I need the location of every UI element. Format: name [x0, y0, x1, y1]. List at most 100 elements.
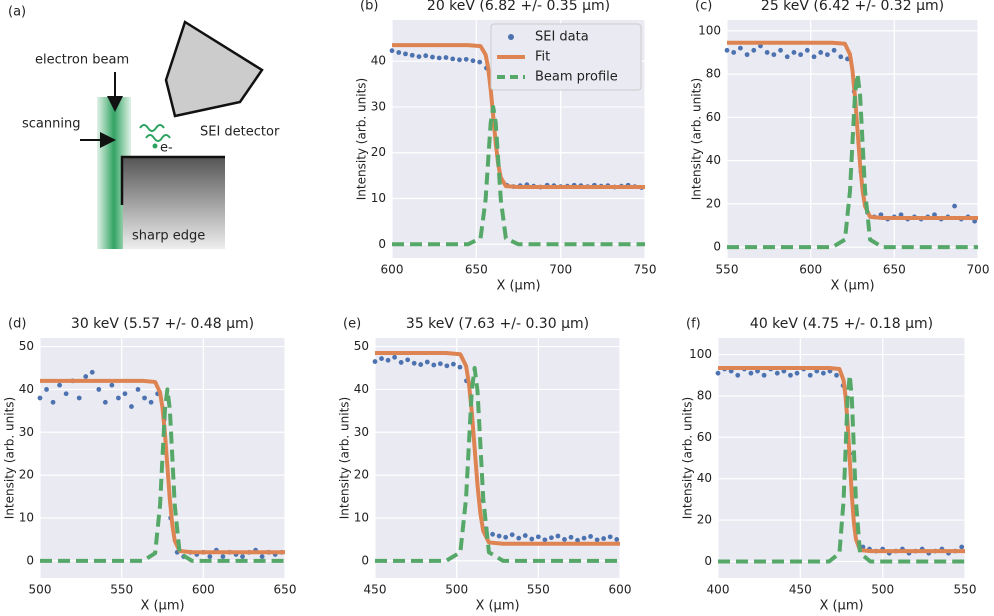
data-point: [784, 54, 790, 60]
data-point: [89, 369, 95, 375]
legend-label: SEI data: [535, 30, 589, 45]
data-point: [57, 382, 62, 388]
data-point: [463, 56, 469, 62]
data-point: [220, 554, 226, 559]
y-tick-label: 20: [697, 513, 712, 527]
x-tick-label: 750: [634, 263, 657, 277]
electrons: [139, 124, 171, 142]
data-point: [737, 45, 743, 51]
data-point: [516, 535, 522, 541]
chart: 600 650 700 750 0 10 20 30 40 (b) 20 keV (6.82 +/-…: [355, 0, 657, 294]
data-point: [744, 52, 750, 58]
x-tick-label: 500: [871, 583, 894, 597]
x-tick-label: 500: [445, 583, 468, 597]
data-point: [555, 533, 561, 539]
data-point: [259, 554, 265, 559]
data-point: [477, 59, 483, 65]
data-point: [764, 50, 770, 55]
y-tick-label: 0: [704, 554, 712, 568]
data-point: [96, 387, 102, 392]
data-point: [430, 54, 435, 60]
plot-area: [40, 338, 285, 578]
legend-label: Fit: [535, 50, 550, 65]
data-point: [818, 50, 824, 55]
data-point: [496, 533, 502, 539]
data-point: [470, 58, 476, 64]
data-point: [436, 55, 442, 61]
data-point: [825, 52, 830, 58]
x-axis-label: X (µm): [819, 599, 863, 614]
data-point: [614, 537, 620, 542]
data-point: [761, 372, 767, 378]
fit-line: [727, 40, 978, 220]
x-tick-label: 650: [274, 583, 297, 597]
data-point: [771, 52, 777, 58]
data-point: [535, 534, 541, 540]
x-tick-label: 700: [967, 263, 990, 277]
data-point: [424, 359, 430, 365]
y-tick-label: 20: [354, 468, 369, 482]
data-point: [148, 399, 154, 405]
data-point: [798, 52, 804, 58]
data-point: [405, 357, 411, 363]
x-tick-label: 550: [716, 263, 739, 277]
data-point: [522, 533, 528, 538]
data-point: [820, 370, 826, 376]
data-point: [594, 537, 600, 543]
data-point: [791, 50, 797, 55]
data-point: [83, 374, 89, 379]
detector: [164, 20, 264, 118]
data-point: [735, 372, 741, 378]
data-point: [490, 531, 495, 537]
legend-box: [490, 23, 642, 91]
y-tick-label: 0: [378, 237, 386, 251]
y-tick-label: 30: [354, 425, 369, 439]
data-point: [549, 535, 554, 541]
x-tick-label: 700: [549, 263, 572, 277]
x-tick-label: 550: [527, 583, 550, 597]
y-tick-label: 0: [26, 553, 34, 567]
data-point: [44, 387, 49, 392]
data-point: [794, 370, 800, 376]
label: sharp edge: [132, 229, 205, 244]
label: scanning: [22, 117, 80, 132]
fit-line: [392, 43, 645, 190]
profile-line: [40, 387, 285, 563]
data-point: [562, 537, 567, 542]
y-tick-label: 0: [361, 553, 369, 567]
data-point: [952, 203, 957, 209]
x-tick-label: 550: [110, 583, 133, 597]
data-point: [418, 362, 424, 367]
data-point: [503, 534, 509, 540]
fit-line: [375, 351, 620, 546]
data-point: [450, 56, 456, 62]
data-point: [731, 50, 737, 55]
data-point: [778, 47, 783, 53]
data-point: [588, 534, 593, 539]
y-tick-label: 50: [354, 339, 369, 353]
legend-marker: [508, 34, 514, 40]
panel-label: (e): [343, 317, 361, 332]
data-point: [385, 357, 391, 363]
data-point: [834, 372, 839, 378]
y-axis-label: Intensity (arb. units): [690, 78, 704, 200]
x-tick-label: 600: [381, 263, 404, 277]
data-point: [372, 359, 378, 364]
data-point: [542, 537, 548, 543]
y-tick-label: 30: [371, 99, 386, 113]
data-point: [804, 47, 810, 53]
data-point: [758, 43, 763, 49]
x-tick-label: 550: [954, 583, 977, 597]
chart-title: 20 keV (6.82 +/- 0.35 µm): [427, 0, 610, 14]
x-tick-label: 450: [364, 583, 387, 597]
data-point: [50, 399, 56, 405]
data-point: [575, 537, 580, 543]
data-point: [807, 372, 813, 378]
data-point: [860, 544, 866, 550]
y-tick-label: 10: [19, 511, 34, 525]
data-point: [529, 536, 535, 542]
y-tick-label: 20: [371, 145, 386, 159]
y-tick-label: 60: [697, 430, 712, 444]
electron: [152, 143, 158, 149]
data-point: [457, 364, 463, 370]
